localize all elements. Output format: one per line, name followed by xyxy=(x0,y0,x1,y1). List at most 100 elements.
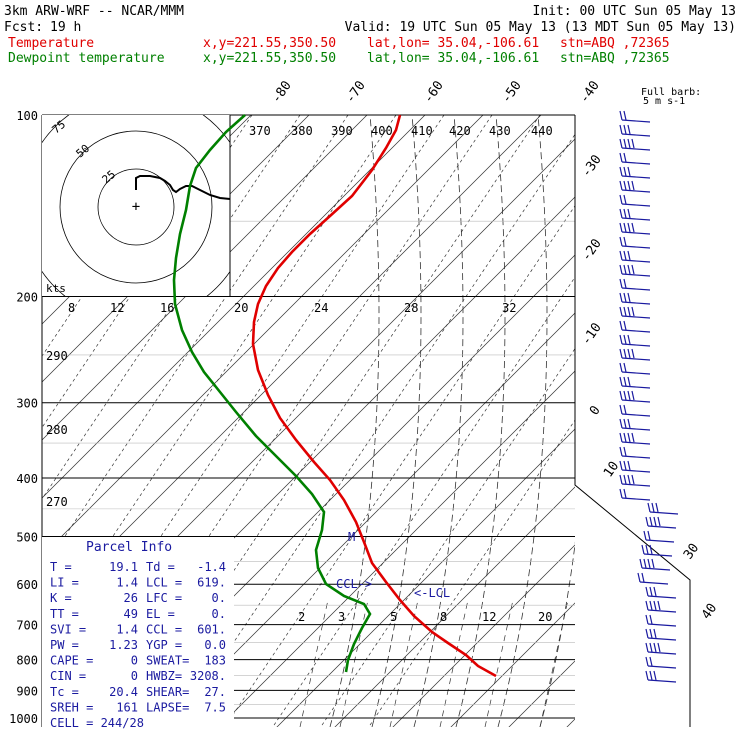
parcel-value: 1.4 xyxy=(116,622,138,636)
wind-barb xyxy=(619,152,651,165)
isotherm-line xyxy=(508,660,575,727)
isotherm-line xyxy=(160,312,575,727)
isotherm-label: 0 xyxy=(587,403,604,418)
parcel-value: 619. xyxy=(197,576,226,590)
wind-barb xyxy=(645,586,677,599)
wind-barb xyxy=(619,292,651,305)
isotherm-line xyxy=(450,602,575,727)
parcel-value: 20.4 xyxy=(109,685,138,699)
theta-label: 410 xyxy=(411,124,433,138)
hodograph-speed-tick: 20 xyxy=(234,301,248,315)
mixing-ratio-label: 2 xyxy=(298,610,305,624)
theta-label: 420 xyxy=(449,124,471,138)
valid-time: Valid: 19 UTC Sun 05 May 13 (13 MDT Sun … xyxy=(345,20,736,35)
wind-barb xyxy=(619,180,651,193)
parcel-key: CCL = xyxy=(146,622,182,636)
dry-adiabat-line xyxy=(320,348,575,727)
parcel-value: 0. xyxy=(212,607,226,621)
isotherm-line xyxy=(392,544,575,727)
moist-adiabat-line xyxy=(497,115,548,727)
dewpoint-series xyxy=(172,114,372,673)
theta-label: 400 xyxy=(371,124,393,138)
wind-barb xyxy=(619,460,651,473)
isotherm-label: -70 xyxy=(343,78,369,106)
parcel-key: K = xyxy=(50,591,72,605)
legend-temperature: Temperature xyxy=(8,36,94,51)
hodograph-ring xyxy=(97,168,175,246)
pressure-label: 900 xyxy=(16,684,38,698)
mixing-ratio-label: 5 xyxy=(390,610,397,624)
wind-barb xyxy=(619,488,651,501)
parcel-key: LI = xyxy=(50,576,79,590)
hodograph-trace xyxy=(135,175,231,200)
parcel-value: 49 xyxy=(124,607,138,621)
wind-barb xyxy=(645,516,677,529)
pressure-label: 600 xyxy=(16,578,38,592)
parcel-value: 19.1 xyxy=(109,560,138,574)
parcel-key: TT = xyxy=(50,607,79,621)
init-time: Init: 00 UTC Sun 05 May 13 xyxy=(533,4,737,19)
parcel-value: 161 xyxy=(116,700,138,714)
wind-barb xyxy=(619,348,651,361)
moist-adiabat-line xyxy=(582,115,631,727)
melting-level-marker: M xyxy=(348,530,355,544)
wind-barb-legend: Full barb: 5 m s-1 xyxy=(641,87,701,107)
wind-barb xyxy=(645,628,677,641)
parcel-value: 601. xyxy=(197,622,226,636)
ccl-annotation: CCL-> xyxy=(336,577,372,591)
wind-barb xyxy=(619,166,651,179)
wind-barb xyxy=(619,110,651,123)
isotherm-line xyxy=(42,115,542,615)
dew-xy: x,y=221.55,350.50 xyxy=(203,51,336,66)
wind-barb xyxy=(643,530,675,543)
theta-label: 370 xyxy=(249,124,271,138)
isotherm-label: -10 xyxy=(579,320,605,348)
wind-barb xyxy=(645,600,677,613)
legend-dewpoint: Dewpoint temperature xyxy=(8,51,165,66)
mixing-ratio-label: 8 xyxy=(440,610,447,624)
isotherm-label: -50 xyxy=(499,78,525,106)
wind-barb xyxy=(645,656,677,669)
moist-adiabat-line xyxy=(539,541,575,727)
parcel-key: CAPE = xyxy=(50,654,93,668)
hodograph-origin-icon: + xyxy=(132,199,140,215)
wind-barb xyxy=(619,208,651,221)
wind-barbs xyxy=(619,110,679,683)
dew-station: stn=ABQ ,72365 xyxy=(560,51,670,66)
theta-label: 440 xyxy=(531,124,553,138)
moist-adiabat-line xyxy=(455,115,506,727)
isotherm-line xyxy=(334,486,575,727)
temperature-series xyxy=(251,114,497,678)
wind-barb xyxy=(619,320,651,333)
pressure-label: 400 xyxy=(16,472,38,486)
parcel-key: LCL = xyxy=(146,576,182,590)
dry-adiabat-line xyxy=(368,419,575,727)
isotherm-line xyxy=(728,100,740,740)
hodograph-speed-tick: 12 xyxy=(110,301,124,315)
pressure-label: 100 xyxy=(16,109,38,123)
moist-adiabat-line xyxy=(413,115,464,727)
wind-barb xyxy=(619,418,651,431)
forecast-label: Fcst: xyxy=(4,20,43,35)
parcel-key: CIN = xyxy=(50,669,86,683)
isotherm-line xyxy=(276,428,575,727)
isotherm-line xyxy=(42,115,426,499)
hodograph-ring xyxy=(59,130,213,284)
wind-barb xyxy=(619,362,651,375)
model-title: 3km ARW-WRF -- NCAR/MMM xyxy=(4,4,184,19)
isotherm-label: 30 xyxy=(681,541,702,562)
barb-legend-title: Full barb: xyxy=(641,87,701,98)
isotherm-label: -60 xyxy=(421,78,447,106)
parcel-key: SREH = xyxy=(50,700,93,714)
parcel-key: Td = xyxy=(146,560,175,574)
header: 3km ARW-WRF -- NCAR/MMM Init: 00 UTC Sun… xyxy=(4,4,736,66)
parcel-info-panel: Parcel Info T = 19.1 Td = -1.4 LI = 1.4 LCL = 6… xyxy=(42,537,234,730)
wind-barb xyxy=(619,138,651,151)
mixing-ratio-label: 12 xyxy=(482,610,496,624)
wind-barb xyxy=(619,404,651,417)
hodograph-speed-tick: 28 xyxy=(404,301,418,315)
